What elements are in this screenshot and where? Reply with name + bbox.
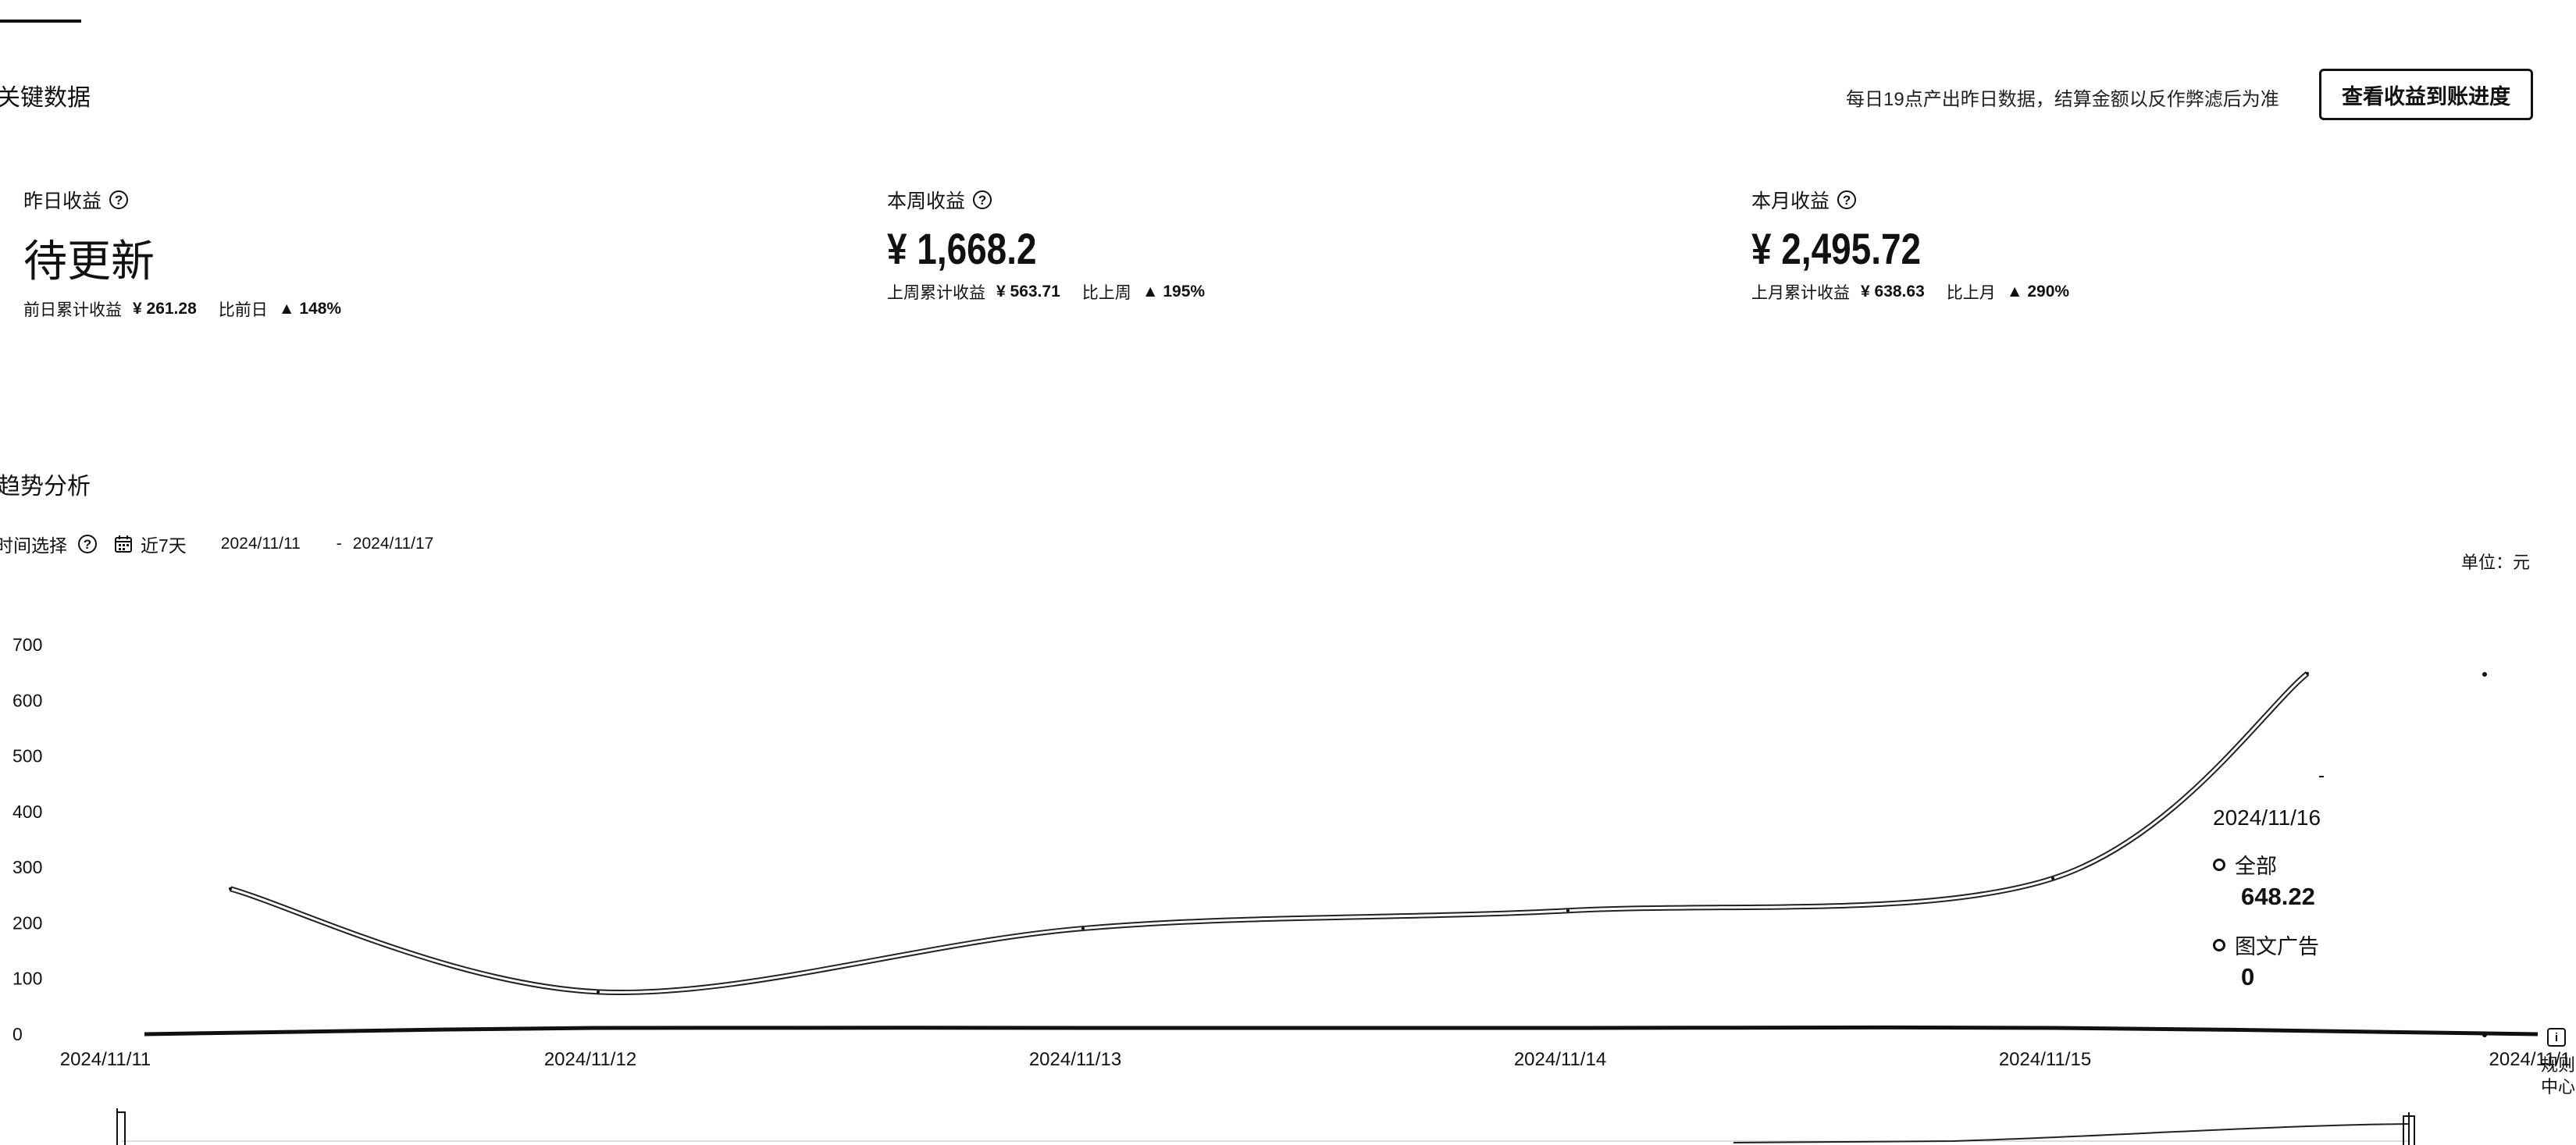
x-tick-label: 2024/11/15 [1999, 1049, 2091, 1070]
y-tick-label: 0 [12, 1024, 23, 1044]
data-point-total [1566, 909, 1569, 912]
range-preset-label: 近7天 [141, 535, 187, 556]
metric-value: ¥ 1,668.2 [887, 224, 1037, 273]
series-line-ad [144, 1025, 2539, 1037]
range-preset-select[interactable]: 近7天 [114, 531, 187, 557]
start-date-input[interactable]: 2024/11/11 [220, 535, 301, 553]
x-tick-label: 2024/11/14 [1514, 1049, 1606, 1070]
metric-compare-value: ▲ 148% [278, 300, 342, 318]
metric-label: 昨日收益 [23, 190, 102, 212]
metric-prev-value: ¥ 638.63 [1861, 283, 1925, 300]
metric-prev-label: 前日累计收益 [23, 301, 122, 319]
metric-card-week: 本周收益 ? ¥ 1,668.2 上周累计收益 ¥ 563.71 比上周 ▲ 1… [887, 186, 1205, 304]
data-point-marker [2482, 1033, 2487, 1037]
tooltip-date: 2024/11/16 [2213, 805, 2321, 830]
end-date-input[interactable]: 2024/11/17 [352, 535, 434, 553]
y-tick-label: 200 [12, 912, 42, 933]
help-circle-icon[interactable]: ? [973, 190, 992, 209]
data-point-total [2051, 877, 2054, 880]
time-filter-label: 时间选择 [0, 535, 67, 556]
section-title-trend: 趋势分析 [0, 474, 91, 500]
time-filter: 时间选择 ? 近7天 2024/11/11 - 2024/11/17 [0, 531, 433, 557]
series-dot-icon [2213, 938, 2225, 951]
tooltip-series-name: 全部 [2235, 855, 2277, 878]
metric-compare-label: 比上周 [1081, 284, 1131, 302]
range-slider-preview-line [1733, 1123, 2410, 1143]
metric-compare-label: 比上月 [1946, 284, 1996, 302]
tooltip-series-value: 648.22 [2241, 883, 2315, 910]
chart-tooltip: 2024/11/16 全部 648.22 图文广告 0 [2213, 805, 2321, 991]
metric-prev-label: 上月累计收益 [1751, 284, 1850, 302]
series-dot-icon [2213, 858, 2225, 871]
metric-card-yesterday: 昨日收益 ? 待更新 前日累计收益 ¥ 261.28 比前日 ▲ 148% [23, 186, 341, 321]
data-point-total [1081, 926, 1085, 930]
range-slider-handle-right[interactable] [2403, 1112, 2415, 1145]
y-tick-label: 300 [12, 857, 42, 877]
rules-center-link[interactable]: i 规则 中心 [2541, 1028, 2575, 1098]
data-point-marker [2482, 672, 2487, 677]
view-progress-button[interactable]: 查看收益到账进度 [2319, 69, 2533, 120]
metric-label: 本月收益 [1751, 190, 1830, 212]
y-tick-label: 100 [12, 969, 42, 989]
help-circle-icon[interactable]: ? [1837, 190, 1857, 209]
calendar-icon [115, 535, 132, 553]
x-tick-label: 2024/11/11 [60, 1049, 151, 1070]
metric-prev-label: 上周累计收益 [887, 284, 985, 302]
metric-value: ¥ 2,495.72 [1751, 224, 1922, 273]
metric-prev-value: ¥ 261.28 [133, 300, 197, 318]
metric-compare-value: ▲ 290% [2006, 283, 2070, 300]
rules-center-line1: 规则 [2541, 1055, 2576, 1075]
metric-prev-value: ¥ 563.71 [996, 283, 1060, 300]
trend-chart[interactable]: 700 600 500 400 300 200 100 0 2024/11/11 2024/11/… [0, 609, 2576, 1145]
settlement-notice: 每日19点产出昨日数据，结算金额以反作弊滤后为准 [1846, 89, 2279, 110]
data-point-total [2306, 671, 2309, 675]
series-line-total [230, 671, 2310, 995]
x-tick-label: 2024/11/12 [544, 1049, 636, 1070]
metric-card-month: 本月收益 ? ¥ 2,495.72 上月累计收益 ¥ 638.63 比上月 ▲ … [1751, 186, 2069, 304]
x-tick-label: 2024/11/1 [2489, 1049, 2571, 1070]
info-icon: i [2547, 1028, 2566, 1047]
active-tab-indicator [0, 20, 81, 23]
x-tick-label: 2024/11/13 [1029, 1049, 1121, 1070]
help-circle-icon[interactable]: ? [109, 190, 129, 209]
y-tick-label: 500 [12, 746, 42, 766]
metric-value: 待更新 [23, 236, 155, 286]
tooltip-series-value: 0 [2241, 963, 2255, 990]
data-point-total [229, 887, 232, 891]
metric-label: 本周收益 [887, 190, 966, 212]
y-tick-label: 600 [12, 690, 42, 710]
help-circle-icon[interactable]: ? [78, 535, 97, 553]
data-point-total [597, 990, 600, 994]
unit-label: 单位：元 [2461, 553, 2531, 572]
metric-compare-label: 比前日 [218, 301, 268, 319]
metric-compare-value: ▲ 195% [1142, 283, 1206, 300]
section-title-key-data: 关键数据 [0, 85, 91, 111]
rules-center-line2: 中心 [2541, 1077, 2576, 1097]
range-slider-handle-left[interactable] [116, 1108, 126, 1145]
series-line-total-inner [230, 672, 2308, 994]
date-separator: - [336, 535, 342, 553]
tooltip-series-name: 图文广告 [2235, 935, 2319, 958]
y-tick-label: 700 [12, 635, 42, 655]
y-tick-label: 400 [12, 802, 42, 822]
